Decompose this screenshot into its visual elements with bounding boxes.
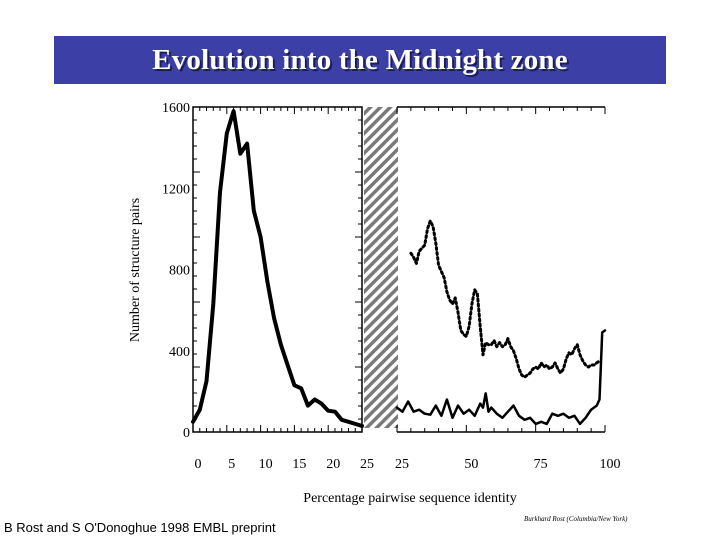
left-panel-frame xyxy=(192,106,363,433)
axis-break-hatch xyxy=(364,107,398,428)
x-tick-label-right-50: 50 xyxy=(464,457,478,472)
y-tick-label-1600: 1600 xyxy=(162,101,190,116)
right-solid-series-line xyxy=(395,329,607,426)
y-tick-label-1200: 1200 xyxy=(162,182,190,197)
y-tick-label-800: 800 xyxy=(169,264,190,279)
x-tick-label-right-75: 75 xyxy=(534,457,548,472)
page-title: Evolution into the Midnight zone xyxy=(152,43,568,76)
x-tick-label-10: 10 xyxy=(259,457,273,472)
x-tick-label-20: 20 xyxy=(326,457,340,472)
y-tick-label-400: 400 xyxy=(169,345,190,360)
right-dotted-series-line xyxy=(409,219,601,379)
x-axis-title: Percentage pairwise sequence identity xyxy=(303,491,516,506)
author-credit: Burkhard Rost (Columbia/New York) xyxy=(524,515,628,523)
x-tick-label-0: 0 xyxy=(195,457,202,472)
x-tick-label-25: 25 xyxy=(360,457,374,472)
y-axis-title: Number of structure pairs xyxy=(128,198,143,342)
y-tick-label-0: 0 xyxy=(183,426,190,441)
x-tick-label-right-100: 100 xyxy=(600,457,621,472)
citation: B Rost and S O'Donoghue 1998 EMBL prepri… xyxy=(4,520,276,535)
left-series-line xyxy=(191,109,364,428)
x-tick-label-right-25: 25 xyxy=(395,457,409,472)
title-banner: Evolution into the Midnight zone xyxy=(54,36,666,84)
x-tick-label-5: 5 xyxy=(228,457,235,472)
x-tick-label-15: 15 xyxy=(292,457,306,472)
